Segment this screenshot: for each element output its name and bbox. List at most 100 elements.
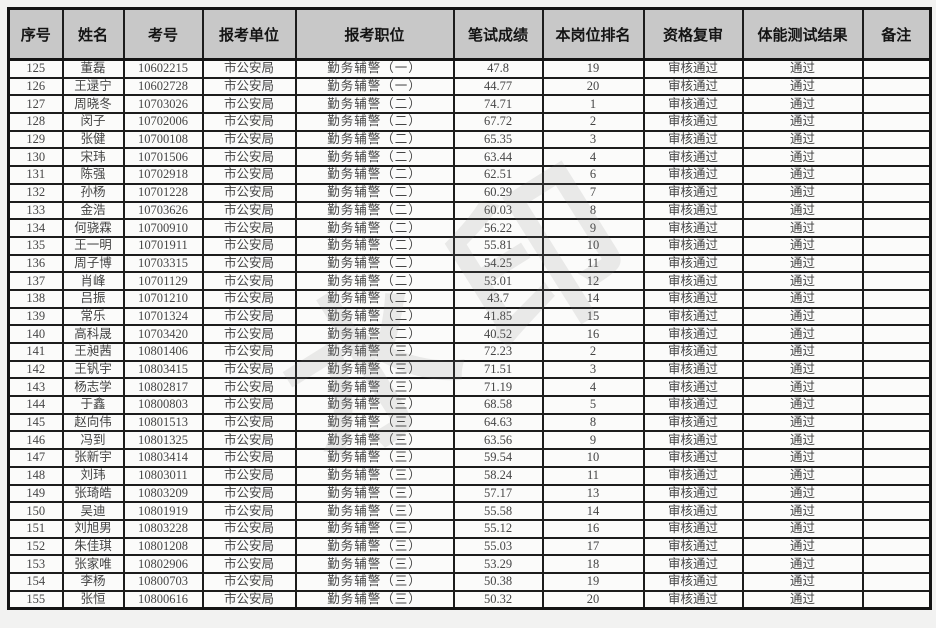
cell-unit: 市公安局 [201,235,297,256]
cell-unit: 市公安局 [201,412,297,433]
cell-physical: 通过 [741,165,864,185]
table-row: 150 吴迪 10801919 市公安局 勤务辅警（三） 55.58 14 审核通过 通过 [7,501,932,521]
cell-exam_no: 10703420 [122,324,204,344]
cell-rank: 5 [541,395,645,415]
cell-exam_no: 10803414 [122,448,204,468]
cell-exam_no: 10701210 [122,288,204,309]
cell-rank: 17 [541,536,645,557]
cell-score: 65.35 [452,129,544,150]
table-row: 127 周晓冬 10703026 市公安局 勤务辅警（二） 74.71 1 审核通过 通过 [7,94,932,115]
cell-review: 审核通过 [642,483,744,504]
cell-rank: 11 [541,465,645,486]
cell-name: 于鑫 [61,395,125,415]
cell-review: 审核通过 [642,271,744,291]
cell-remark [861,589,932,610]
cell-physical: 通过 [741,324,864,344]
cell-review: 审核通过 [642,58,744,79]
cell-rank: 20 [541,76,645,97]
cell-rank: 3 [541,359,645,380]
cell-remark [861,377,932,398]
column-header-remark: 备注 [861,7,932,61]
cell-rank: 6 [541,165,645,185]
cell-index: 140 [7,324,64,344]
cell-exam_no: 10801325 [122,430,204,451]
cell-remark [861,129,932,150]
cell-exam_no: 10800616 [122,589,204,610]
cell-position: 勤务辅警（三） [294,501,455,521]
cell-rank: 4 [541,377,645,398]
cell-review: 审核通过 [642,288,744,309]
cell-score: 63.44 [452,147,544,168]
table-header-row: 序号 姓名 考号 报考单位 报考职位 笔试成绩 本岗位排名 资格复审 体能测试结果 备注 [7,7,932,61]
cell-position: 勤务辅警（三） [294,518,455,539]
cell-remark [861,412,932,433]
cell-name: 金浩 [61,200,125,221]
cell-physical: 通过 [741,271,864,291]
cell-unit: 市公安局 [201,76,297,97]
cell-exam_no: 10702918 [122,165,204,185]
cell-review: 审核通过 [642,218,744,238]
cell-physical: 通过 [741,94,864,115]
cell-physical: 通过 [741,536,864,557]
cell-remark [861,147,932,168]
cell-name: 肖峰 [61,271,125,291]
cell-position: 勤务辅警（三） [294,554,455,574]
cell-index: 132 [7,182,64,203]
table-row: 142 王钒宇 10803415 市公安局 勤务辅警（三） 71.51 3 审核通过 通过 [7,359,932,380]
cell-position: 勤务辅警（三） [294,483,455,504]
cell-unit: 市公安局 [201,271,297,291]
cell-index: 138 [7,288,64,309]
cell-remark [861,501,932,521]
cell-review: 审核通过 [642,253,744,274]
cell-score: 55.81 [452,235,544,256]
cell-exam_no: 10801919 [122,501,204,521]
cell-score: 54.25 [452,253,544,274]
cell-exam_no: 10703026 [122,94,204,115]
table-row: 154 李杨 10800703 市公安局 勤务辅警（三） 50.38 19 审核通过 通过 [7,571,932,592]
cell-score: 63.56 [452,430,544,451]
cell-remark [861,448,932,468]
column-header-name: 姓名 [61,7,125,61]
cell-unit: 市公安局 [201,571,297,592]
cell-review: 审核通过 [642,571,744,592]
table-row: 151 刘旭男 10803228 市公安局 勤务辅警（三） 55.12 16 审核通过 通过 [7,518,932,539]
cell-remark [861,165,932,185]
cell-score: 60.03 [452,200,544,221]
cell-physical: 通过 [741,377,864,398]
cell-name: 吴迪 [61,501,125,521]
cell-physical: 通过 [741,501,864,521]
cell-name: 周晓冬 [61,94,125,115]
cell-remark [861,554,932,574]
cell-rank: 1 [541,94,645,115]
cell-index: 150 [7,501,64,521]
cell-index: 133 [7,200,64,221]
cell-remark [861,218,932,238]
cell-rank: 4 [541,147,645,168]
cell-name: 王钒宇 [61,359,125,380]
cell-rank: 12 [541,271,645,291]
cell-position: 勤务辅警（三） [294,377,455,398]
cell-physical: 通过 [741,218,864,238]
cell-physical: 通过 [741,147,864,168]
cell-physical: 通过 [741,58,864,79]
cell-remark [861,571,932,592]
cell-rank: 3 [541,129,645,150]
cell-name: 张恒 [61,589,125,610]
column-header-unit: 报考单位 [201,7,297,61]
cell-rank: 13 [541,483,645,504]
cell-name: 张健 [61,129,125,150]
cell-name: 高科晟 [61,324,125,344]
cell-rank: 8 [541,412,645,433]
cell-review: 审核通过 [642,76,744,97]
cell-rank: 11 [541,253,645,274]
table-row: 141 王昶茜 10801406 市公安局 勤务辅警（三） 72.23 2 审核通过 通过 [7,342,932,362]
cell-position: 勤务辅警（二） [294,165,455,185]
cell-unit: 市公安局 [201,554,297,574]
cell-rank: 10 [541,448,645,468]
cell-review: 审核通过 [642,129,744,150]
cell-exam_no: 10701911 [122,235,204,256]
cell-unit: 市公安局 [201,589,297,610]
cell-remark [861,58,932,79]
cell-name: 董磊 [61,58,125,79]
cell-score: 40.52 [452,324,544,344]
